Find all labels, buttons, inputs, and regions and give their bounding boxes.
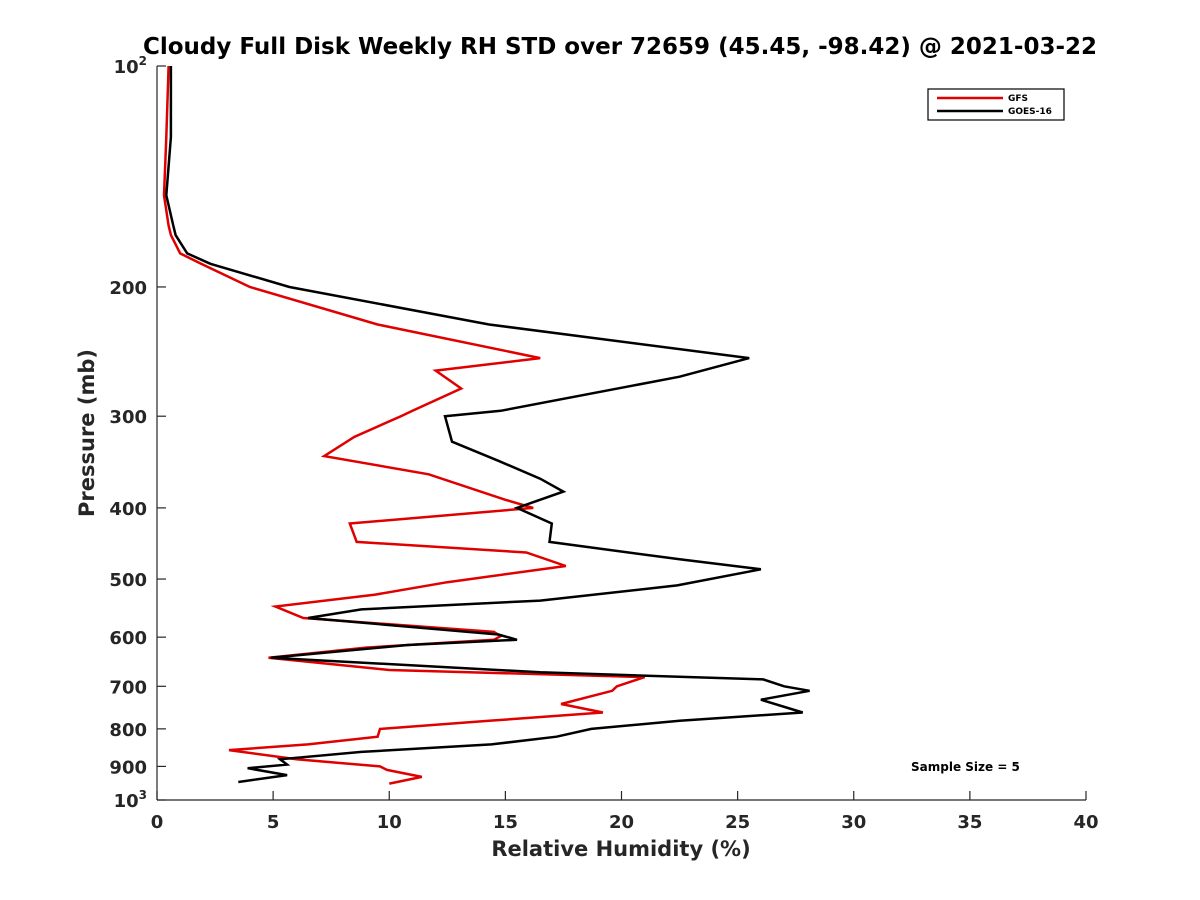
y-tick-label: 400 [109,499,147,520]
y-tick-label: 800 [109,720,147,741]
x-tick-label: 0 [151,812,164,833]
y-tick-label: 200 [109,278,147,299]
x-tick-label: 5 [267,812,280,833]
legend-label: GFS [1008,94,1028,104]
series-line-gfs [162,65,646,785]
y-tick-label: 103 [114,788,147,812]
y-tick-label: 500 [109,570,147,591]
x-ticks: 0 5 10 15 20 25 30 35 40 [151,791,1099,833]
y-ticks: 102 200 300 400 500 600 700 800 900 103 [109,54,166,812]
x-tick-label: 20 [609,812,634,833]
legend-label: GOES-16 [1008,107,1052,117]
y-tick-label: 102 [114,54,147,78]
x-tick-label: 40 [1073,812,1098,833]
chart-title: Cloudy Full Disk Weekly RH STD over 7265… [143,34,1097,60]
y-tick-label: 900 [109,757,147,778]
y-tick-label: 700 [109,677,147,698]
plot-area [156,66,1086,801]
x-tick-label: 35 [957,812,982,833]
x-tick-label: 25 [725,812,750,833]
legend: GFS GOES-16 [927,88,1065,121]
legend-box [927,88,1065,121]
x-tick-label: 30 [841,812,866,833]
x-tick-label: 10 [377,812,402,833]
series-layer [162,65,810,785]
x-tick-label: 15 [493,812,518,833]
y-tick-label: 300 [109,407,147,428]
series-line-goes-16 [165,66,810,784]
sample-size-annotation: Sample Size = 5 [911,760,1020,774]
y-axis-label: Pressure (mb) [75,349,99,517]
x-axis-label: Relative Humidity (%) [491,837,750,861]
y-tick-label: 600 [109,628,147,649]
